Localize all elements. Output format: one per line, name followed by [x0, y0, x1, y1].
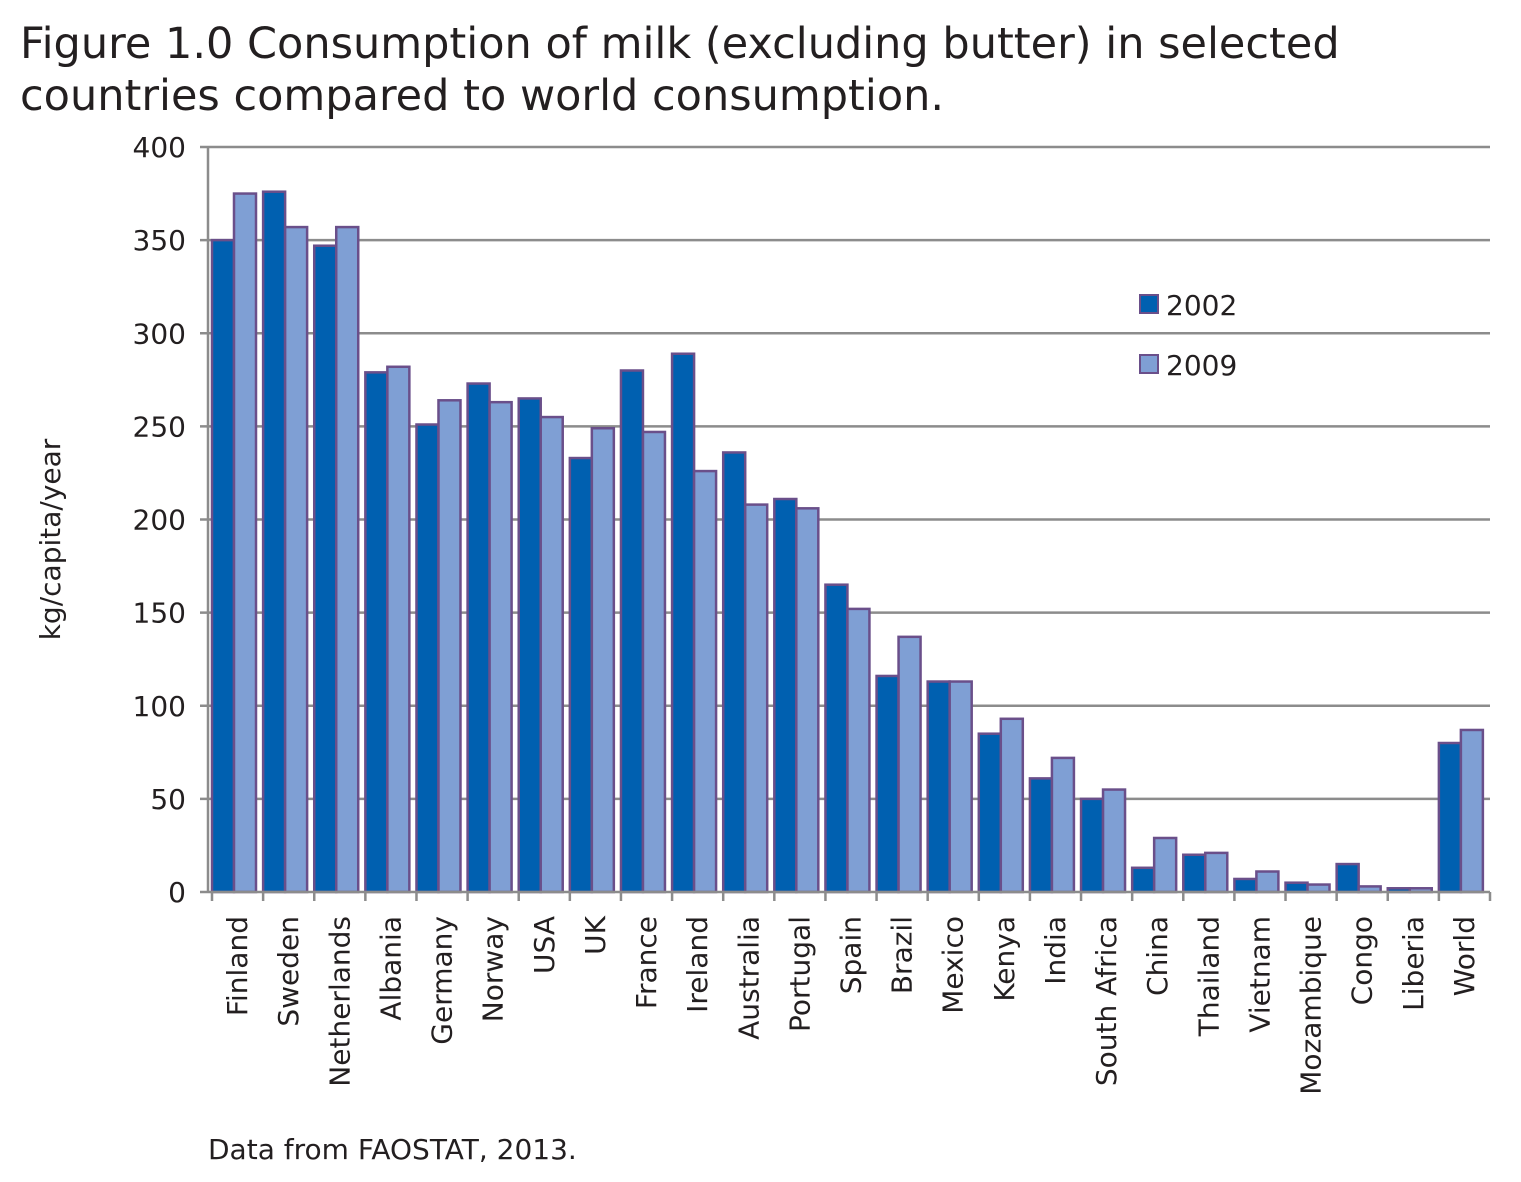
x-tick-label: Congo — [1346, 916, 1379, 1005]
bar-2002-mexico — [926, 680, 951, 894]
bar-2009-sweden — [283, 225, 309, 894]
bars — [210, 190, 1485, 894]
x-tick-label: China — [1141, 916, 1174, 996]
bar-2002-australia — [721, 451, 747, 894]
legend-label-2002: 2002 — [1166, 289, 1237, 322]
y-tick-label: 50 — [150, 783, 186, 816]
x-tick-label: Mexico — [937, 916, 970, 1014]
bar-2009-south-africa — [1101, 788, 1127, 894]
x-tick-label: Kenya — [988, 916, 1021, 1002]
source-note: Data from FAOSTAT, 2013. — [208, 1133, 577, 1166]
bar-2009-ireland — [692, 469, 718, 894]
bar-2002-netherlands — [312, 244, 338, 894]
x-tick-label: Germany — [426, 916, 459, 1045]
bar-2002-india — [1028, 777, 1054, 894]
y-axis-label: kg/capita/year — [34, 438, 67, 640]
bar-2002-ireland — [670, 352, 696, 894]
bar-2002-albania — [364, 371, 389, 894]
x-tick-label: Vietnam — [1243, 916, 1276, 1033]
x-tick-label: Sweden — [272, 916, 305, 1027]
bar-2009-australia — [743, 503, 769, 894]
legend-label-2009: 2009 — [1166, 349, 1237, 382]
legend: 2002 2009 — [1139, 289, 1237, 382]
x-tick-label: Norway — [477, 916, 510, 1022]
bar-2009-thailand — [1204, 851, 1229, 894]
bar-2009-usa — [539, 415, 564, 894]
x-tick-label: Brazil — [886, 916, 919, 994]
bar-2009-netherlands — [334, 225, 360, 894]
x-tick-label: World — [1448, 916, 1481, 996]
x-tick-label: UK — [579, 915, 612, 954]
x-tick-label: Mozambique — [1295, 916, 1328, 1095]
y-tick-label: 200 — [133, 504, 186, 537]
x-tick-label: France — [630, 916, 663, 1009]
bar-2002-vietnam — [1233, 877, 1258, 894]
x-tick-label: Finland — [221, 916, 254, 1016]
bar-2009-uk — [590, 426, 616, 894]
y-tick-label: 0 — [168, 876, 186, 909]
bar-2009-france — [641, 430, 667, 894]
bar-2009-mexico — [948, 680, 973, 894]
bar-2002-norway — [466, 382, 491, 894]
y-tick-label: 100 — [133, 690, 186, 723]
bar-2009-germany — [437, 399, 462, 894]
bar-2002-brazil — [875, 674, 900, 894]
bar-2002-sweden — [261, 190, 287, 894]
bar-2009-spain — [846, 607, 871, 894]
bar-2002-germany — [415, 423, 440, 894]
bar-2009-india — [1050, 756, 1076, 894]
y-tick-label: 400 — [133, 131, 186, 164]
x-tick-label: Spain — [835, 916, 868, 994]
legend-swatch-2002 — [1139, 294, 1159, 314]
bar-2002-portugal — [773, 497, 798, 894]
chart-title-line-1: Figure 1.0 Consumption of milk (excludin… — [20, 19, 1340, 69]
bar-2002-uk — [568, 456, 594, 894]
bar-2009-world — [1459, 728, 1485, 894]
x-tick-label: South Africa — [1090, 916, 1123, 1086]
bar-2002-congo — [1335, 862, 1360, 894]
chart-title-line-2: countries compared to world consumption. — [20, 71, 945, 121]
bar-2009-china — [1152, 836, 1178, 894]
x-tick-label: Albania — [374, 916, 407, 1021]
bar-2002-kenya — [977, 732, 1003, 894]
x-tick-label: India — [1039, 916, 1072, 985]
x-tick-label: Portugal — [783, 916, 816, 1032]
bar-2009-norway — [488, 400, 513, 894]
chart-title: Figure 1.0 Consumption of milk (excludin… — [20, 18, 1500, 122]
bar-2002-finland — [210, 238, 236, 894]
axes: 0 50 100 150 200 250 300 350 400 Finland Sweden Net… — [34, 131, 1492, 1095]
y-tick-label: 300 — [133, 317, 186, 350]
bar-2002-south-africa — [1079, 797, 1105, 894]
x-tick-label: Ireland — [681, 916, 714, 1013]
bar-2002-spain — [824, 583, 849, 894]
bar-2002-world — [1437, 741, 1463, 894]
bar-2002-mozambique — [1284, 881, 1309, 894]
bar-2009-kenya — [999, 717, 1025, 894]
legend-swatch-2009 — [1139, 354, 1159, 374]
bar-2002-france — [619, 369, 645, 894]
bar-2009-vietnam — [1255, 870, 1280, 894]
x-tick-label: Thailand — [1192, 916, 1225, 1037]
y-tick-label: 250 — [133, 410, 186, 443]
x-tick-label: Liberia — [1397, 916, 1430, 1011]
y-tick-label: 350 — [133, 224, 186, 257]
x-tick-label: Netherlands — [323, 916, 356, 1087]
bar-2009-brazil — [897, 635, 922, 894]
bar-2002-thailand — [1182, 853, 1207, 894]
y-tick-label: 150 — [133, 597, 186, 630]
x-tick-label: USA — [528, 916, 561, 974]
bar-2002-usa — [517, 397, 542, 894]
bar-2009-albania — [386, 365, 411, 894]
bar-2009-finland — [232, 192, 258, 894]
x-tick-label: Australia — [732, 916, 765, 1040]
bar-2002-china — [1130, 866, 1156, 894]
bar-2009-portugal — [795, 507, 820, 894]
